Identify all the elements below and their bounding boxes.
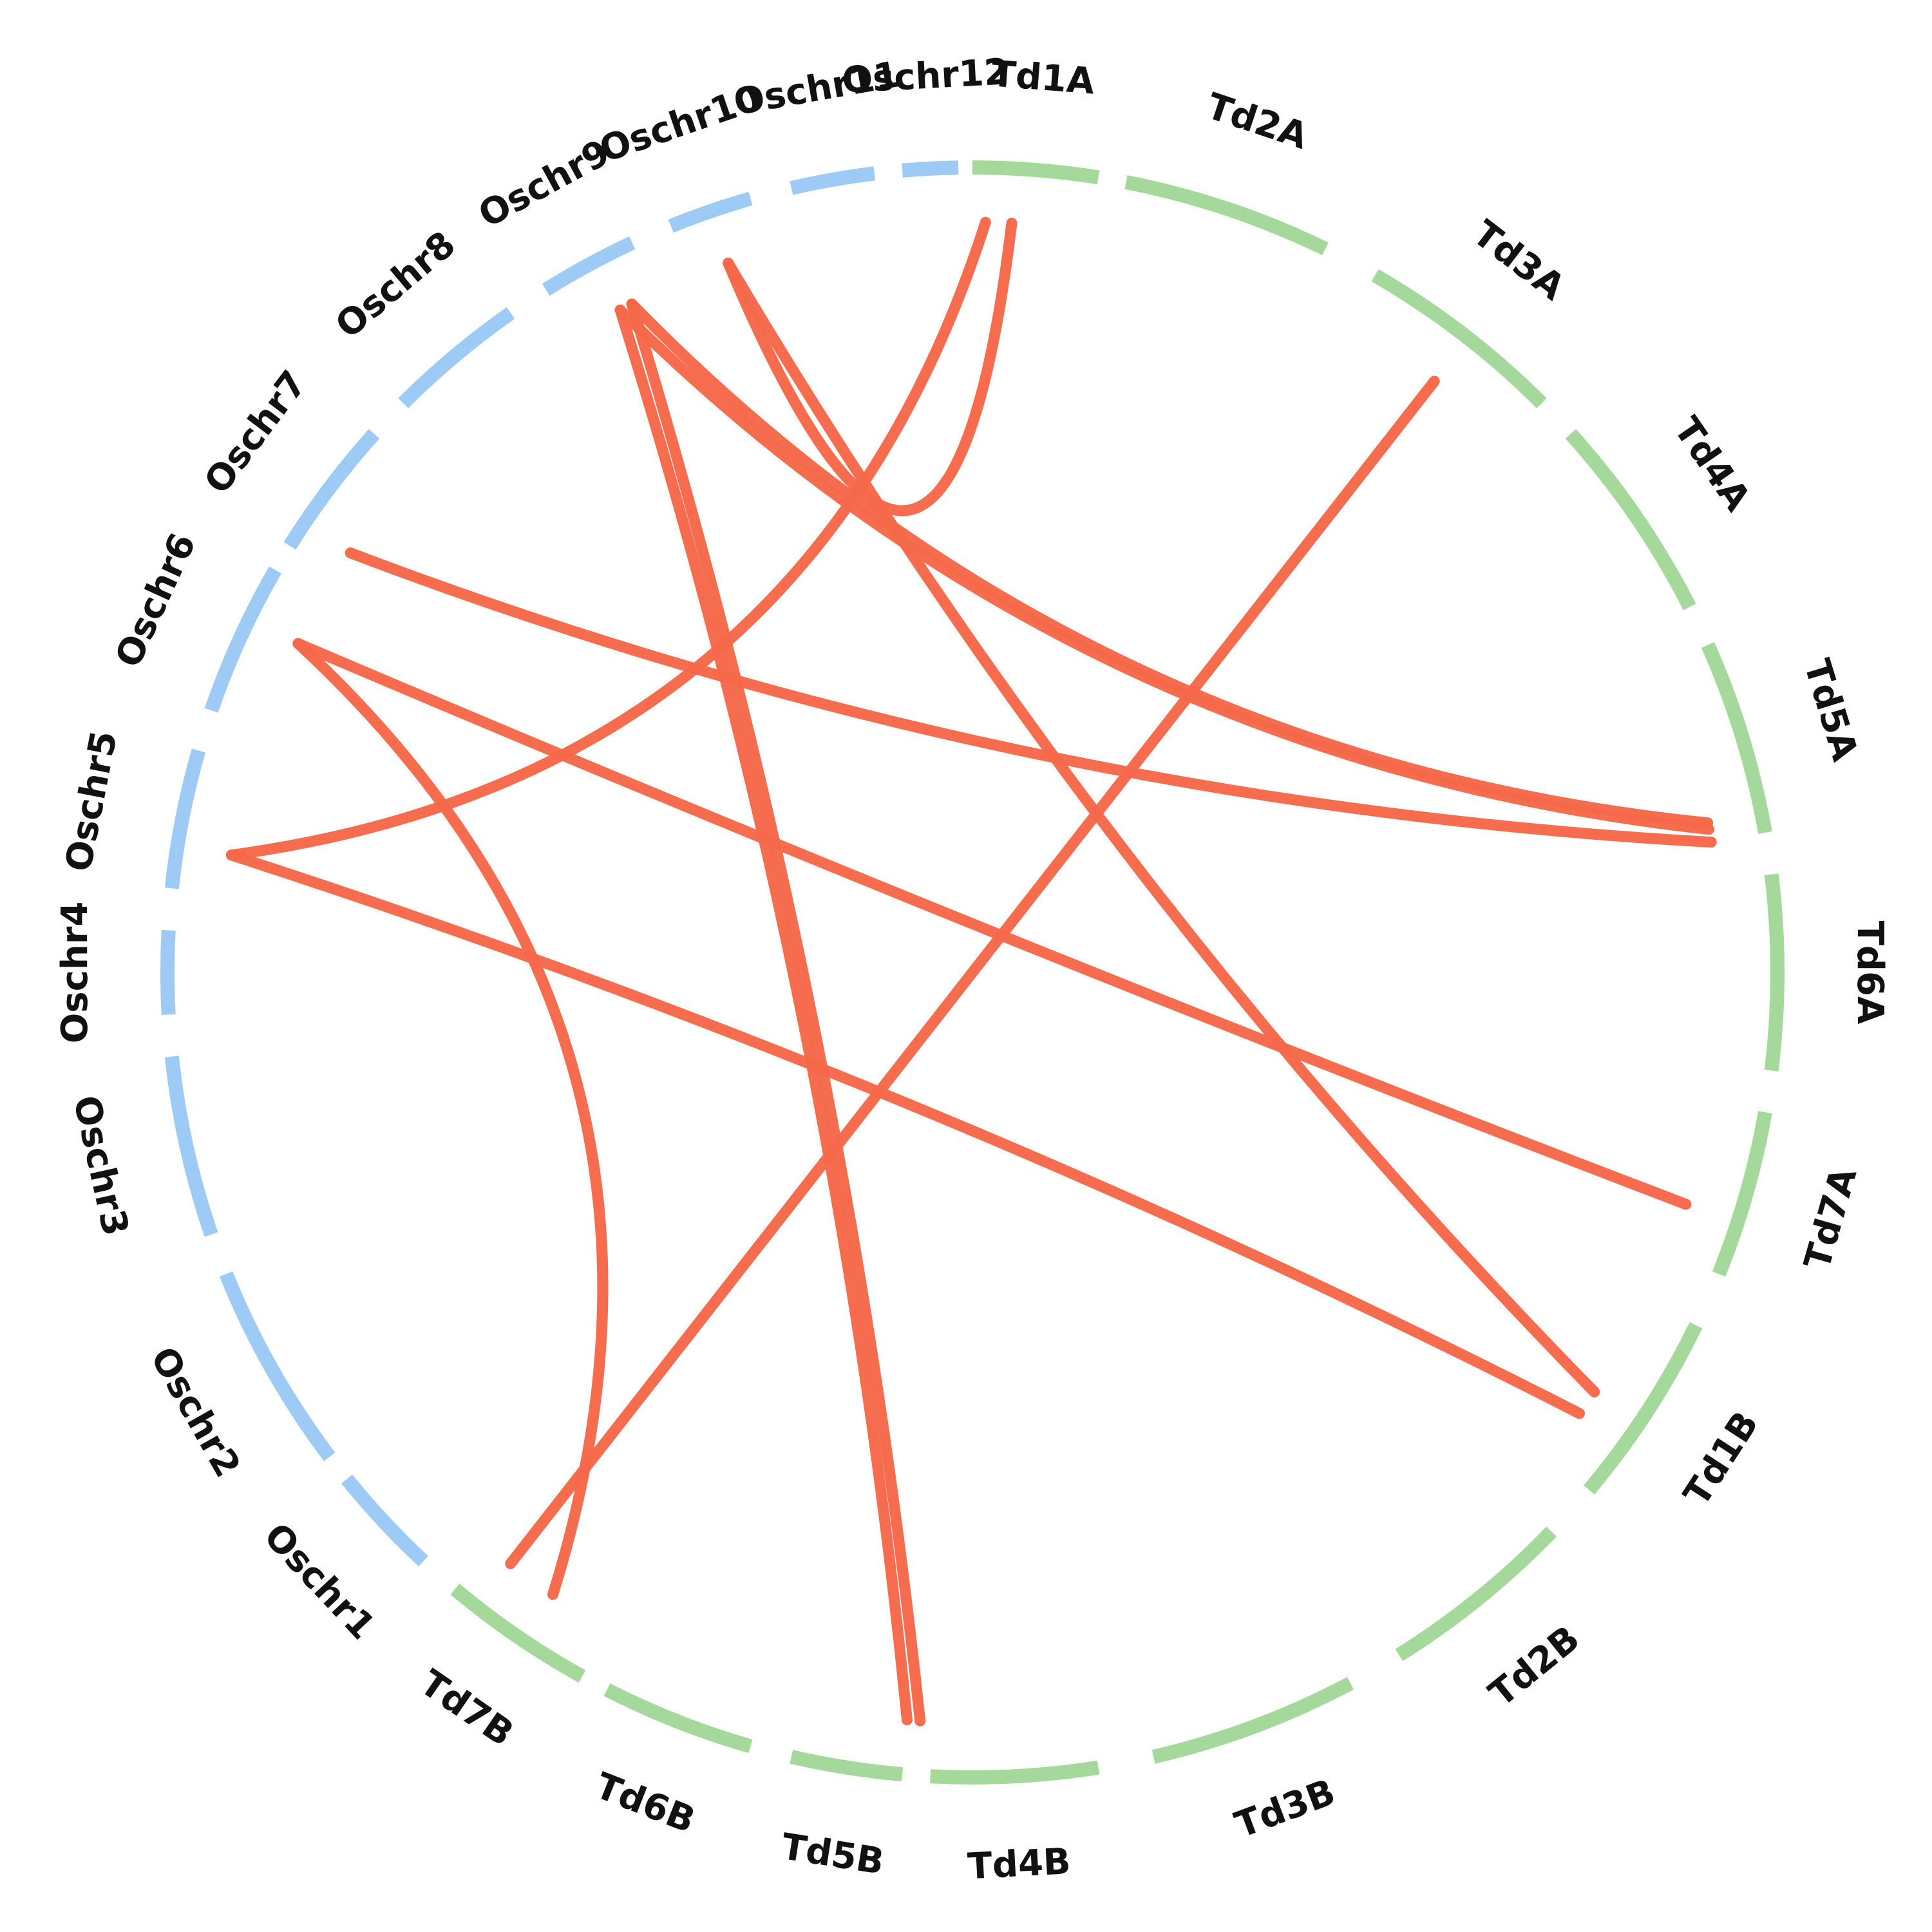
chromosome-arc-oschr10 <box>668 191 753 233</box>
chromosome-label-oschr2: Oschr2 <box>142 1340 249 1484</box>
synteny-link-oschr9-td5b <box>626 298 926 1727</box>
chromosome-label-oschr1: Oschr1 <box>256 1515 383 1648</box>
chromosome-label-td7b: Td7B <box>412 1662 521 1755</box>
chromosome-arc-oschr9 <box>542 236 636 296</box>
chromosome-arc-td1b <box>1584 1322 1703 1495</box>
chromosome-arc-oschr3 <box>164 1056 218 1237</box>
chromosome-label-td5b: Td5B <box>779 1826 887 1883</box>
chromosome-label-td3b: Td3B <box>1229 1771 1341 1846</box>
chromosome-label-td6a: Td6A <box>1849 921 1891 1025</box>
synteny-link-oschr5-td1a <box>225 216 991 861</box>
chromosome-arc-oschr4 <box>160 930 176 1015</box>
chromosome-label-td2a: Td2A <box>1202 85 1314 158</box>
synteny-link-oschr10-td1a <box>723 218 1018 516</box>
chromosome-label-td7a: Td7A <box>1797 1162 1866 1274</box>
chromosome-label-oschr12: Oschr12 <box>841 51 1010 101</box>
synteny-link-oschr9-td5a <box>626 298 1714 829</box>
chromosome-label-td4a: Td4A <box>1665 410 1759 519</box>
chromosome-arc-td2a <box>1124 175 1329 256</box>
chromosome-label-oschr8: Oschr8 <box>328 223 464 347</box>
synteny-link-oschr6-td7a <box>292 638 1692 1210</box>
chromosome-label-td2b: Td2B <box>1481 1618 1587 1715</box>
synteny-link-td3a-td7b <box>505 375 1440 1569</box>
chromosome-arc-td7a <box>1712 1111 1772 1277</box>
chromosome-arc-oschr12 <box>902 160 959 178</box>
chromosome-arcs <box>160 160 1785 1785</box>
chromosome-arc-td3b <box>1151 1676 1354 1764</box>
chromosome-arc-td6a <box>1764 873 1785 1072</box>
synteny-link-oschr9-td5a <box>614 304 1715 835</box>
chromosome-arc-td4b <box>930 1760 1100 1785</box>
chromosome-arc-td3a <box>1371 269 1547 408</box>
chromosome-label-oschr3: Oschr3 <box>65 1092 137 1239</box>
chromosome-label-oschr6: Oschr6 <box>108 527 205 674</box>
chromosome-arc-oschr8 <box>398 307 515 408</box>
synteny-link-oschr7-td5a <box>345 547 1717 848</box>
chromosome-label-oschr9: Oschr9 <box>472 131 617 236</box>
chromosome-arc-oschr1 <box>341 1474 429 1567</box>
chromosome-label-oschr5: Oschr5 <box>57 728 126 875</box>
chromosome-arc-oschr7 <box>283 429 380 550</box>
chromosome-arc-oschr5 <box>164 748 205 889</box>
chromosome-arc-td7b <box>450 1584 586 1683</box>
synteny-link-oschr6-td7b <box>292 638 609 1600</box>
chromosome-arc-td1a <box>972 160 1100 185</box>
chromosome-label-td3a: Td3A <box>1465 213 1573 309</box>
chromosome-arc-td4a <box>1565 429 1696 611</box>
chromosome-arc-oschr11 <box>790 166 876 195</box>
chromosome-arc-td5b <box>790 1750 904 1782</box>
chromosome-label-td4b: Td4B <box>967 1841 1072 1888</box>
synteny-link-oschr10-td1b <box>723 257 1600 1397</box>
synteny-links <box>225 216 1717 1727</box>
chromosome-label-oschr7: Oschr7 <box>196 363 316 502</box>
chromosome-arc-td6b <box>603 1683 753 1754</box>
synteny-link-oschr9-td5b <box>614 304 913 1726</box>
chromosome-label-td5a: Td5A <box>1795 654 1866 766</box>
chromosome-arc-td2b <box>1395 1526 1557 1662</box>
chromosome-label-td1b: Td1B <box>1676 1404 1767 1513</box>
chromosome-label-td6b: Td6B <box>589 1765 701 1842</box>
chromosome-label-td1a: Td1A <box>990 53 1097 102</box>
chromosome-arc-oschr2 <box>219 1271 336 1461</box>
chromosome-arc-oschr6 <box>204 566 281 713</box>
chromosome-label-oschr4: Oschr4 <box>54 902 96 1044</box>
chromosome-arc-td5a <box>1701 642 1772 834</box>
synteny-link-oschr5-td1b <box>225 849 1585 1419</box>
